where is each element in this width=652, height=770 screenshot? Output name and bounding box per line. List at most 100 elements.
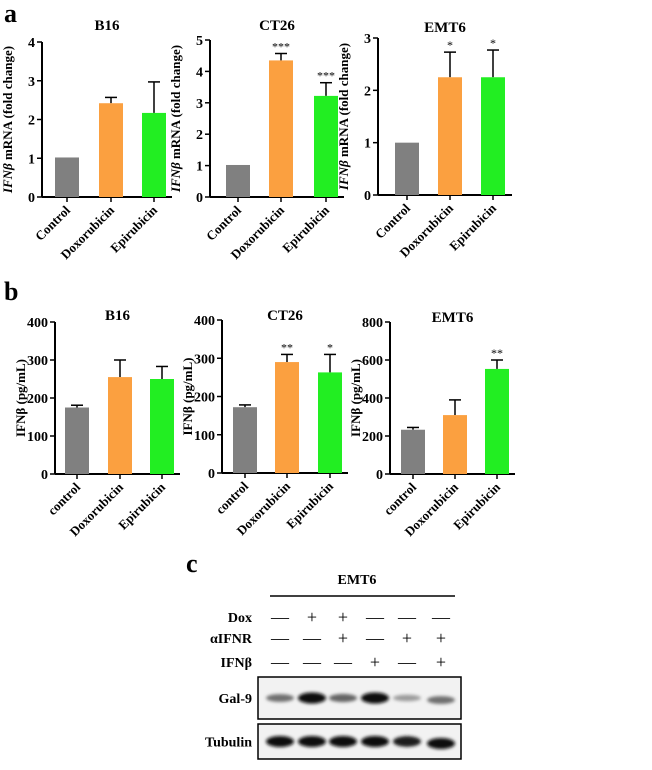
bar-epirubicin (150, 379, 174, 474)
chart-title: B16 (94, 18, 120, 34)
y-tick-label: 300 (194, 352, 215, 367)
minus-sign: — (270, 652, 290, 672)
y-tick-label: 3 (196, 97, 203, 112)
chart-title: B16 (105, 308, 131, 324)
y-tick-label: 0 (41, 468, 48, 483)
protein-band (266, 694, 294, 702)
minus-sign: — (333, 652, 353, 672)
significance-marker: * (327, 340, 333, 354)
y-tick-label: 200 (194, 391, 215, 406)
minus-sign: — (397, 607, 417, 627)
chart-title: EMT6 (424, 20, 466, 36)
x-tick-label: Epirubicin (115, 479, 169, 533)
y-tick-label: 400 (194, 314, 215, 329)
y-tick-label: 2 (28, 114, 35, 129)
plus-sign: + (338, 628, 348, 648)
y-axis-label-text: mRNA (fold change) (336, 43, 351, 160)
protein-band (361, 736, 389, 747)
protein-band (361, 692, 389, 704)
plus-sign: + (338, 607, 348, 627)
y-axis-label-text: IFNβ (pg/mL) (180, 358, 195, 436)
bar-control (65, 407, 89, 474)
significance-marker: ** (491, 346, 503, 360)
x-tick-label: control (45, 479, 84, 518)
x-tick-label: control (381, 479, 420, 518)
y-axis-label-text: IFNβ (pg/mL) (13, 359, 28, 437)
minus-sign: — (365, 628, 385, 648)
minus-sign: — (397, 652, 417, 672)
x-tick-label: Control (203, 202, 244, 243)
bar-doxorubicin (443, 415, 467, 474)
y-axis-label: IFNβ mRNA (fold change) (0, 46, 15, 194)
y-tick-label: 200 (27, 392, 48, 407)
x-tick-label: Epirubicin (107, 202, 161, 256)
y-tick-label: 3 (364, 32, 371, 47)
y-tick-label: 3 (28, 75, 35, 90)
protein-band (298, 692, 326, 704)
significance-marker: *** (317, 69, 335, 83)
significance-marker: * (490, 36, 496, 50)
y-axis-label-gene: IFNβ (336, 160, 351, 191)
condition-label: αIFNR (210, 632, 253, 647)
y-axis-label-text: mRNA (fold change) (168, 45, 183, 162)
x-tick-label: Control (32, 202, 73, 243)
y-tick-label: 1 (28, 152, 35, 167)
protein-band (298, 736, 326, 747)
protein-band (393, 694, 421, 702)
plus-sign: + (436, 652, 446, 672)
bar-epirubicin (481, 77, 505, 195)
chart-title: EMT6 (432, 310, 474, 326)
minus-sign: — (302, 628, 322, 648)
bar-epirubicin (314, 95, 338, 197)
y-axis-label-text: IFNβ (pg/mL) (348, 359, 363, 437)
bar-doxorubicin (438, 77, 462, 195)
protein-band (427, 696, 455, 704)
plus-sign: + (307, 607, 317, 627)
y-tick-label: 1 (364, 137, 371, 152)
x-tick-label: control (213, 478, 252, 517)
y-tick-label: 1 (196, 160, 203, 175)
y-axis-label: IFNβ mRNA (fold change) (168, 45, 183, 193)
minus-sign: — (365, 607, 385, 627)
plus-sign: + (370, 652, 380, 672)
bar-control (226, 164, 250, 197)
x-tick-label: Epirubicin (450, 479, 504, 533)
y-tick-label: 300 (27, 354, 48, 369)
y-axis-label: IFNβ mRNA (fold change) (336, 43, 351, 191)
significance-marker: *** (272, 40, 290, 54)
y-tick-label: 4 (196, 65, 203, 80)
y-tick-label: 0 (28, 191, 35, 206)
bar-control (233, 407, 257, 473)
y-tick-label: 4 (28, 36, 35, 51)
y-tick-label: 0 (196, 191, 203, 206)
minus-sign: — (270, 607, 290, 627)
chart-title: CT26 (267, 308, 303, 324)
y-tick-label: 400 (27, 316, 48, 331)
y-tick-label: 0 (364, 189, 371, 204)
minus-sign: — (431, 607, 451, 627)
x-tick-label: Epirubicin (446, 200, 500, 254)
band-label: Gal-9 (219, 692, 252, 707)
bar-doxorubicin (108, 377, 132, 474)
band-label: Tubulin (205, 736, 252, 751)
x-tick-label: Epirubicin (283, 478, 337, 532)
minus-sign: — (302, 652, 322, 672)
bar-control (55, 157, 79, 197)
chart-title: CT26 (259, 18, 295, 34)
bar-epirubicin (485, 368, 509, 474)
bar-epirubicin (318, 372, 342, 473)
panel-label-c: c (186, 549, 198, 578)
y-tick-label: 100 (194, 429, 215, 444)
y-tick-label: 0 (376, 468, 383, 483)
minus-sign: — (270, 628, 290, 648)
condition-label: Dox (228, 611, 252, 626)
y-axis-label: IFNβ (pg/mL) (180, 358, 195, 436)
significance-marker: ** (281, 340, 293, 354)
y-axis-label: IFNβ (pg/mL) (13, 359, 28, 437)
protein-band (329, 693, 357, 703)
